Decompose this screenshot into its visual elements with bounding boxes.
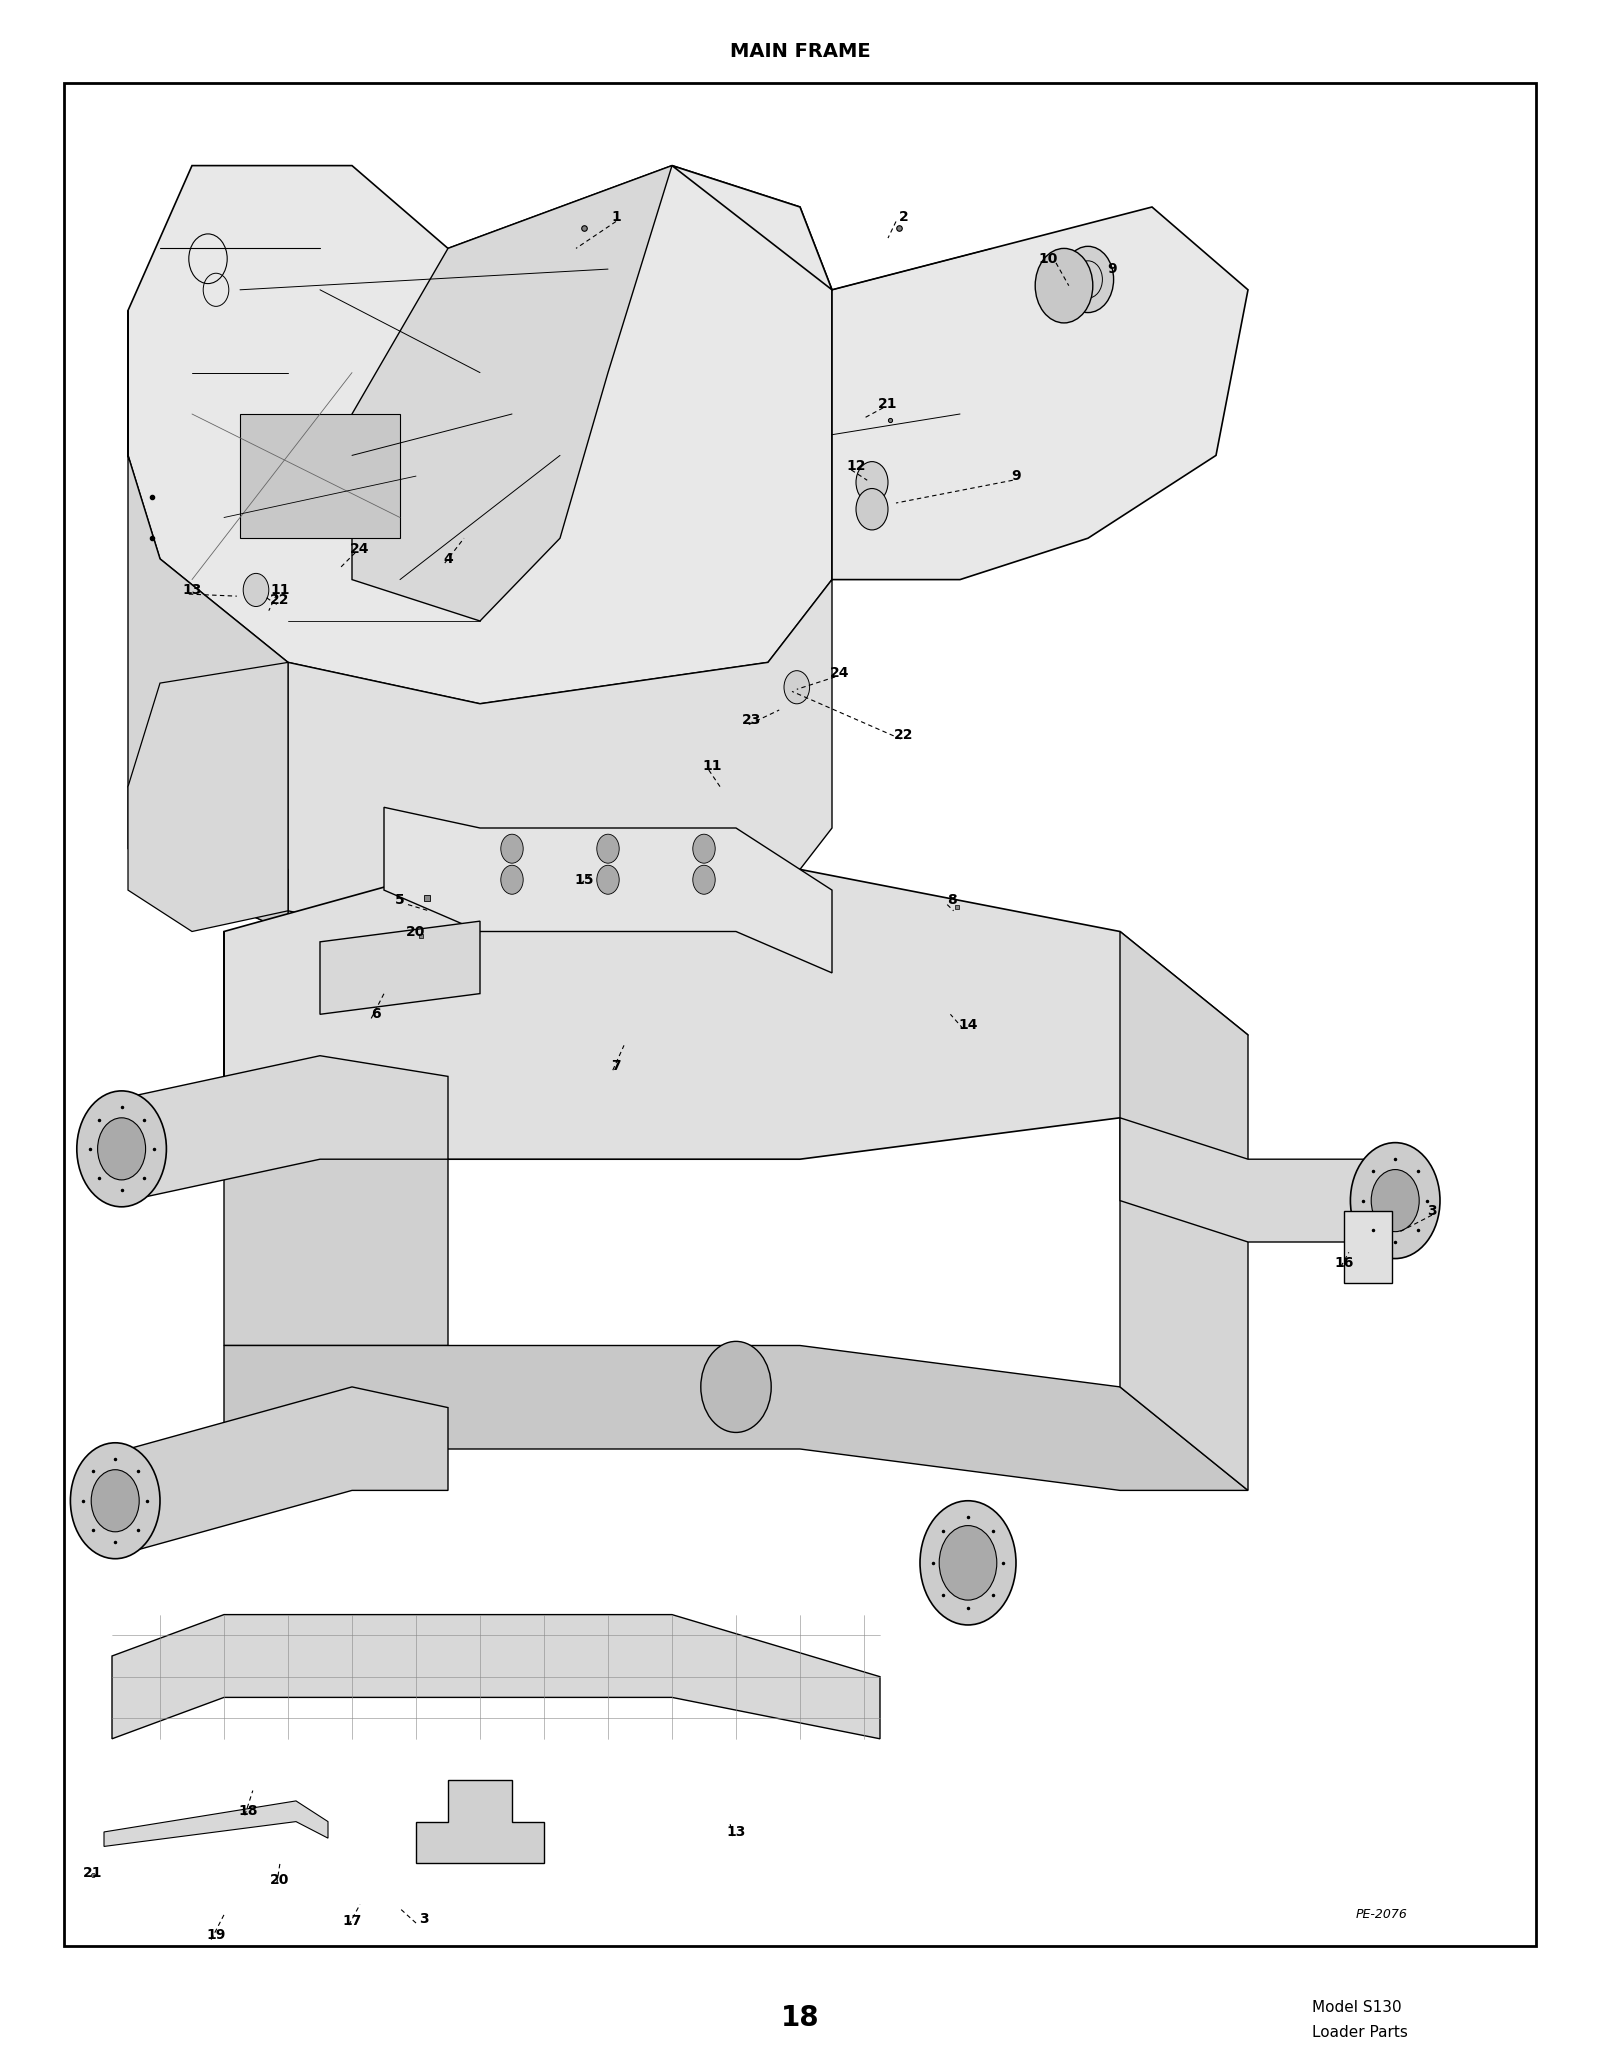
Text: 19: 19	[206, 1929, 226, 1942]
Circle shape	[70, 1443, 160, 1559]
Text: 23: 23	[742, 714, 762, 727]
Text: 18: 18	[238, 1805, 258, 1817]
Circle shape	[693, 834, 715, 863]
Text: 11: 11	[270, 584, 290, 596]
Circle shape	[856, 462, 888, 503]
Circle shape	[243, 573, 269, 607]
Polygon shape	[224, 1346, 1248, 1490]
Polygon shape	[1120, 1118, 1376, 1242]
Text: 21: 21	[83, 1867, 102, 1880]
Text: 10: 10	[1038, 253, 1058, 265]
Text: Loader Parts: Loader Parts	[1312, 2024, 1408, 2041]
Circle shape	[1062, 246, 1114, 313]
Circle shape	[856, 489, 888, 530]
Polygon shape	[224, 869, 1248, 1159]
Text: 16: 16	[1334, 1256, 1354, 1269]
Polygon shape	[1120, 932, 1248, 1490]
Polygon shape	[672, 166, 1248, 580]
Text: 15: 15	[574, 874, 594, 886]
Polygon shape	[352, 166, 672, 621]
Text: 17: 17	[342, 1915, 362, 1927]
Polygon shape	[128, 310, 288, 932]
Text: 9: 9	[1107, 263, 1117, 275]
Circle shape	[784, 671, 810, 704]
Polygon shape	[104, 1801, 328, 1846]
Text: 1: 1	[611, 211, 621, 224]
Text: 6: 6	[371, 1008, 381, 1021]
Polygon shape	[320, 921, 480, 1014]
Polygon shape	[224, 932, 448, 1346]
Polygon shape	[416, 1780, 544, 1863]
Text: 5: 5	[395, 894, 405, 907]
Bar	[240, 414, 400, 538]
Circle shape	[701, 1341, 771, 1432]
Circle shape	[1035, 248, 1093, 323]
Circle shape	[597, 834, 619, 863]
Text: 8: 8	[947, 894, 957, 907]
Circle shape	[91, 1470, 139, 1532]
Text: 2: 2	[899, 211, 909, 224]
Text: MAIN FRAME: MAIN FRAME	[730, 41, 870, 62]
Text: 3: 3	[1427, 1205, 1437, 1217]
Text: 21: 21	[878, 397, 898, 410]
Polygon shape	[128, 166, 832, 704]
Circle shape	[501, 865, 523, 894]
Text: 24: 24	[830, 667, 850, 679]
Text: 18: 18	[781, 2004, 819, 2033]
Circle shape	[693, 865, 715, 894]
Circle shape	[920, 1501, 1016, 1625]
Text: 12: 12	[846, 460, 866, 472]
Polygon shape	[288, 580, 832, 952]
Text: PE-2076: PE-2076	[1357, 1909, 1408, 1921]
Circle shape	[1350, 1143, 1440, 1259]
Circle shape	[98, 1118, 146, 1180]
Circle shape	[597, 865, 619, 894]
Text: 20: 20	[406, 925, 426, 938]
Text: 13: 13	[726, 1826, 746, 1838]
Circle shape	[1371, 1170, 1419, 1232]
Polygon shape	[128, 787, 288, 932]
Text: 22: 22	[270, 594, 290, 607]
Text: 11: 11	[702, 760, 722, 772]
Polygon shape	[128, 662, 288, 932]
Polygon shape	[1344, 1211, 1392, 1283]
Text: 13: 13	[182, 584, 202, 596]
Text: 3: 3	[419, 1913, 429, 1925]
Text: Model S130: Model S130	[1312, 2000, 1402, 2016]
Polygon shape	[128, 1056, 448, 1201]
Text: 9: 9	[1011, 470, 1021, 482]
Text: 14: 14	[958, 1018, 978, 1031]
Text: 4: 4	[443, 553, 453, 565]
Text: 20: 20	[270, 1873, 290, 1886]
Text: 24: 24	[350, 542, 370, 555]
Polygon shape	[384, 807, 832, 973]
Polygon shape	[128, 1387, 448, 1552]
Text: 7: 7	[611, 1060, 621, 1072]
Circle shape	[939, 1526, 997, 1600]
Polygon shape	[112, 1615, 880, 1739]
Circle shape	[77, 1091, 166, 1207]
Circle shape	[501, 834, 523, 863]
Text: 22: 22	[894, 729, 914, 741]
